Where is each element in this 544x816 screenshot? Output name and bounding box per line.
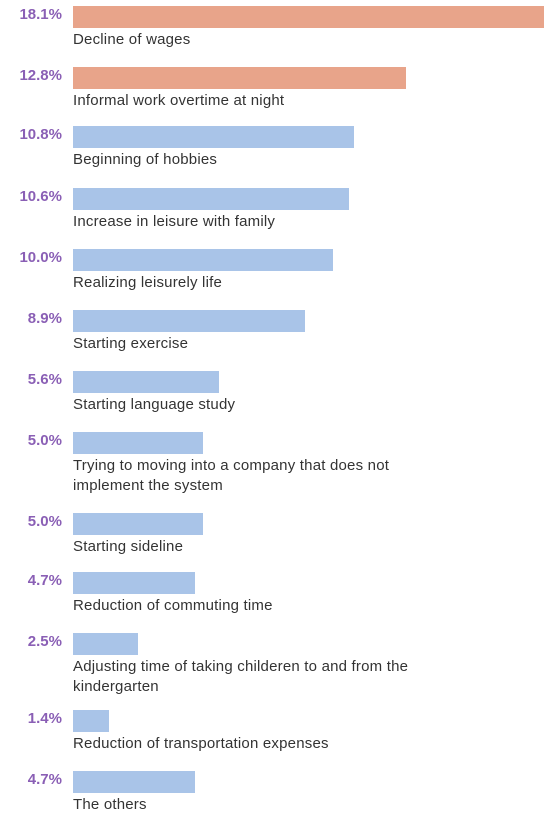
bar-category-label: Beginning of hobbies	[73, 151, 218, 168]
bar-category-label: Increase in leisure with family	[73, 213, 276, 230]
bar	[73, 771, 195, 793]
bar-category-label: Reduction of transportation expenses	[73, 735, 329, 752]
bar-category-label: Starting language study	[73, 396, 236, 413]
bar-value-label: 4.7%	[27, 572, 62, 589]
bar-category-label: Reduction of commuting time	[73, 597, 273, 614]
bar	[73, 572, 195, 594]
bar-value-label: 5.0%	[27, 513, 62, 530]
bar-value-label: 12.8%	[19, 67, 62, 84]
bar-category-label: Adjusting time of taking childeren to an…	[73, 658, 409, 695]
bar-value-label: 10.8%	[19, 126, 62, 143]
bar-value-label: 5.6%	[27, 371, 62, 388]
bar	[73, 513, 203, 535]
bar-category-label: The others	[73, 796, 147, 813]
bar	[73, 67, 406, 89]
bar	[73, 710, 109, 732]
bar	[73, 6, 544, 28]
bar	[73, 126, 354, 148]
bar-category-label: Starting exercise	[73, 335, 189, 352]
bar-category-label: Informal work overtime at night	[73, 92, 285, 109]
bar-category-label: Trying to moving into a company that doe…	[73, 457, 390, 494]
bar-value-label: 2.5%	[27, 633, 62, 650]
bar-value-label: 10.0%	[19, 249, 62, 266]
bar	[73, 432, 203, 454]
bar	[73, 371, 219, 393]
bar	[73, 633, 138, 655]
bar-value-label: 18.1%	[19, 6, 62, 23]
bar-category-label: Starting sideline	[73, 538, 184, 555]
bar-category-label: Realizing leisurely life	[73, 274, 223, 291]
bar-value-label: 1.4%	[27, 710, 62, 727]
bar-category-label: Decline of wages	[73, 31, 191, 48]
bar-value-label: 4.7%	[27, 771, 62, 788]
bar	[73, 310, 305, 332]
bar-value-label: 10.6%	[19, 188, 62, 205]
bar-value-label: 5.0%	[27, 432, 62, 449]
bar	[73, 249, 333, 271]
bar	[73, 188, 349, 210]
bar-value-label: 8.9%	[27, 310, 62, 327]
